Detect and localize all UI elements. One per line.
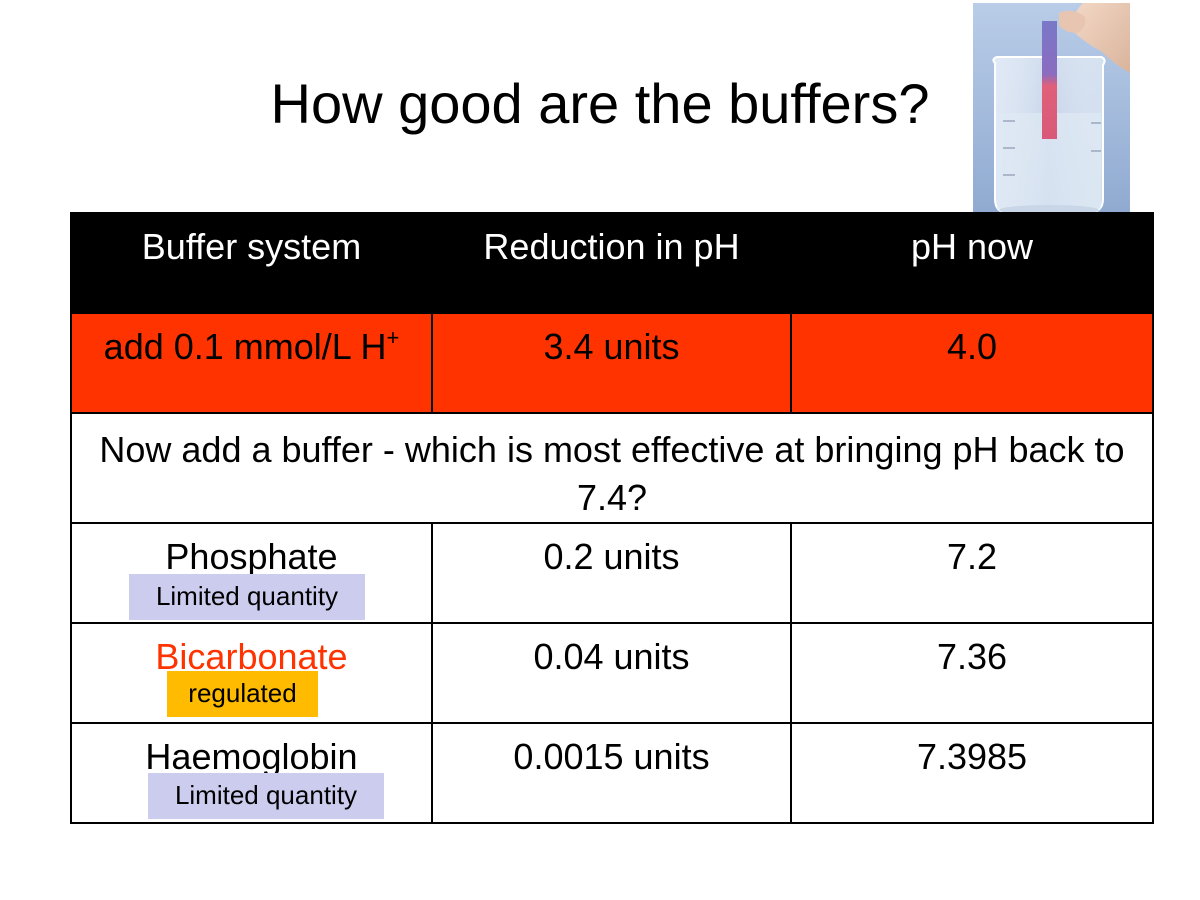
buffer-name: Phosphate xyxy=(165,536,338,577)
buffer-name: Bicarbonate xyxy=(155,636,348,677)
acid-reduction: 3.4 units xyxy=(431,312,792,414)
regulated-badge: regulated xyxy=(167,671,318,717)
acid-label: add 0.1 mmol/L H xyxy=(103,326,387,367)
ph-now-value: 7.2 xyxy=(790,522,1154,624)
header-reduction-in-ph: Reduction in pH xyxy=(431,212,792,314)
reduction-value: 0.2 units xyxy=(431,522,792,624)
instruction-text: Now add a buffer - which is most effecti… xyxy=(70,412,1154,524)
header-ph-now: pH now xyxy=(790,212,1154,314)
reduction-value: 0.0015 units xyxy=(431,722,792,824)
limited-quantity-badge: Limited quantity xyxy=(148,773,384,819)
buffer-cell-bicarbonate: Bicarbonate regulated xyxy=(70,622,433,724)
beaker-ph-strip-image xyxy=(973,3,1130,217)
acid-label-superscript: + xyxy=(386,325,400,350)
ph-now-value: 7.3985 xyxy=(790,722,1154,824)
buffer-name: Haemoglobin xyxy=(145,736,358,777)
acid-label-cell: add 0.1 mmol/L H+ xyxy=(70,312,433,414)
table-row: Haemoglobin Limited quantity 0.0015 unit… xyxy=(70,722,1154,824)
buffer-comparison-table: Buffer system Reduction in pH pH now add… xyxy=(70,212,1154,824)
acid-addition-row: add 0.1 mmol/L H+ 3.4 units 4.0 xyxy=(70,312,1154,414)
table-row: Phosphate Limited quantity 0.2 units 7.2 xyxy=(70,522,1154,624)
reduction-value: 0.04 units xyxy=(431,622,792,724)
slide-title: How good are the buffers? xyxy=(270,72,930,135)
header-buffer-system: Buffer system xyxy=(70,212,433,314)
buffer-cell-haemoglobin: Haemoglobin Limited quantity xyxy=(70,722,433,824)
ph-now-value: 7.36 xyxy=(790,622,1154,724)
buffer-cell-phosphate: Phosphate Limited quantity xyxy=(70,522,433,624)
instruction-row: Now add a buffer - which is most effecti… xyxy=(70,412,1154,524)
table-row: Bicarbonate regulated 0.04 units 7.36 xyxy=(70,622,1154,724)
limited-quantity-badge: Limited quantity xyxy=(129,574,365,620)
acid-ph-now: 4.0 xyxy=(790,312,1154,414)
table-header-row: Buffer system Reduction in pH pH now xyxy=(70,212,1154,314)
